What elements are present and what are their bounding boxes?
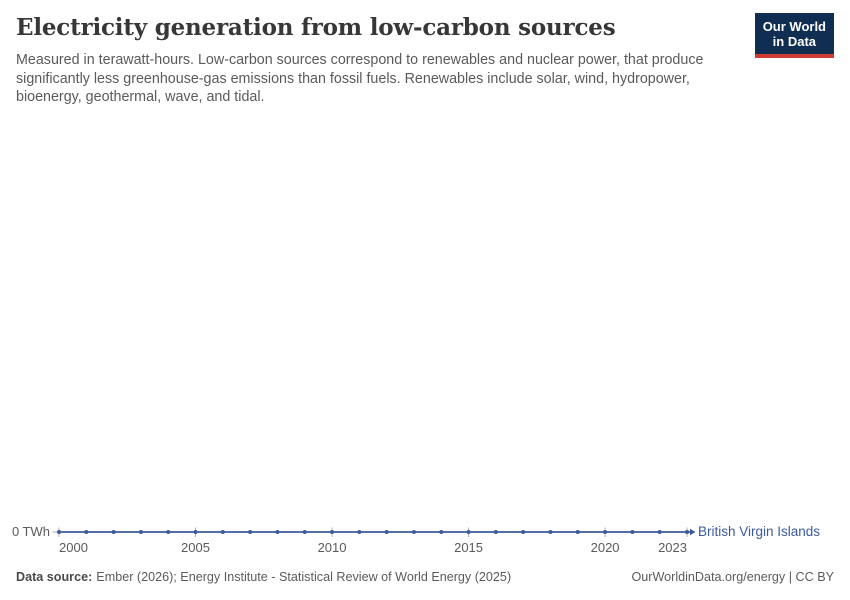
data-source-label: Data source: (16, 570, 93, 584)
owid-logo[interactable]: Our World in Data (754, 13, 834, 58)
attribution-link[interactable]: OurWorldinData.org/energy | CC BY (631, 570, 834, 584)
data-source-text: Ember (2026); Energy Institute - Statist… (96, 570, 512, 584)
y-axis-tick-label: 0 TWh (11, 524, 50, 539)
data-source: Data source: Ember (2026); Energy Institu… (16, 569, 511, 585)
x-axis-tick-label: 2023 (658, 540, 687, 555)
owid-logo-line2: in Data (772, 34, 817, 49)
x-axis-tick-label: 2015 (454, 540, 484, 555)
x-axis-tick-label: 2010 (317, 540, 347, 555)
series-label: British Virgin Islands (698, 524, 821, 539)
x-axis-tick-label: 2000 (59, 540, 88, 555)
x-axis-tick-label: 2020 (590, 540, 620, 555)
x-axis-tick-label: 2005 (181, 540, 210, 555)
chart-subtitle: Measured in terawatt-hours. Low-carbon s… (16, 52, 704, 105)
owid-logo-line1: Our World (762, 19, 826, 34)
footer: Data source: Ember (2026); Energy Institu… (16, 569, 834, 585)
chart-title: Electricity generation from low-carbon s… (16, 14, 616, 41)
